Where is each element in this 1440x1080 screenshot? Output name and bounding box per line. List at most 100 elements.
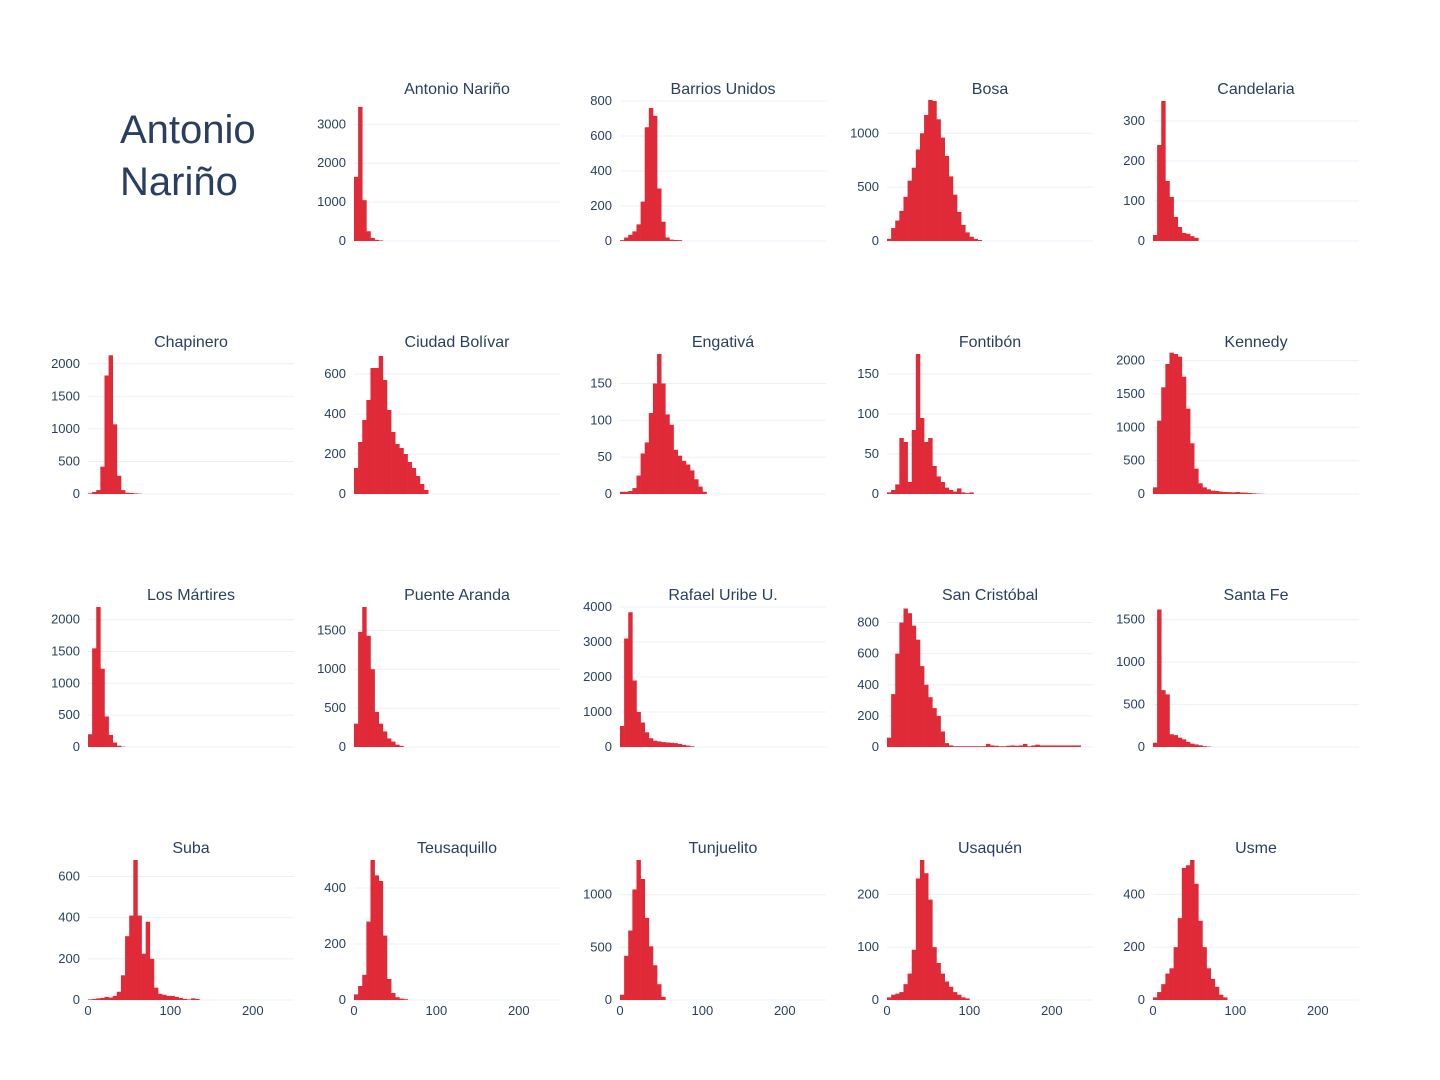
histogram-bar (182, 998, 188, 1000)
histogram-bar (644, 732, 650, 747)
y-tick-label: 0 (872, 486, 879, 501)
histogram-bar (673, 239, 678, 241)
histogram-bar (915, 149, 921, 241)
histogram-bar (952, 992, 958, 1000)
histogram-bar (1185, 865, 1191, 1000)
y-tick-label: 400 (1123, 886, 1145, 901)
histogram-bar (636, 475, 641, 494)
histogram-bar (891, 228, 896, 241)
histogram-bar (903, 196, 908, 241)
y-tick-label: 200 (857, 708, 879, 723)
histogram-bar (1165, 364, 1170, 494)
panel-title: Antonio Nariño (404, 81, 510, 98)
histogram-bar (366, 635, 371, 747)
histogram-bar (195, 998, 200, 1000)
histogram-bar (1051, 745, 1057, 747)
histogram-bar (969, 236, 974, 241)
histogram-bar (1157, 145, 1162, 241)
y-tick-label: 50 (598, 449, 612, 464)
histogram-bar (640, 878, 646, 1000)
histogram-bar (648, 108, 654, 241)
panel-title: Teusaquillo (417, 840, 497, 857)
histogram-bar (1157, 992, 1162, 1000)
histogram-bar (681, 744, 687, 747)
y-tick-label: 400 (590, 163, 612, 178)
y-tick-label: 0 (605, 739, 612, 754)
histogram-bar (628, 234, 633, 241)
histogram-bar (907, 613, 913, 747)
histogram-bar (1027, 746, 1032, 747)
histogram-bar (919, 666, 925, 747)
histogram-bar (1210, 978, 1216, 1000)
histogram-bar (948, 176, 954, 241)
histogram-bar (919, 860, 925, 1000)
histogram-bar (1018, 745, 1024, 747)
histogram-bar (1169, 197, 1174, 241)
histogram-bar (366, 400, 371, 494)
histogram-bar (899, 992, 904, 1000)
histogram-bar (158, 993, 163, 1000)
histogram-bar (957, 488, 962, 494)
histogram-bar (965, 746, 970, 747)
histogram-bar (891, 994, 896, 1000)
histogram-bar (685, 745, 691, 747)
histogram-bar (1157, 609, 1162, 747)
histogram-bar (378, 356, 384, 494)
histogram-bar (899, 210, 904, 241)
histogram-bar (677, 455, 683, 494)
histogram-bar (1214, 986, 1220, 1000)
histogram-bar (374, 239, 380, 241)
y-tick-label: 500 (590, 939, 612, 954)
panel-title: Usme (1235, 840, 1277, 857)
y-tick-label: 800 (857, 615, 879, 630)
histogram-bar (399, 745, 404, 747)
histogram-bar (928, 697, 933, 747)
histogram-bar (104, 716, 109, 747)
y-tick-label: 0 (339, 233, 346, 248)
y-tick-label: 0 (872, 992, 879, 1007)
histogram-bar (952, 746, 958, 747)
histogram-bar (374, 712, 380, 747)
y-tick-label: 0 (73, 739, 80, 754)
histogram-bar (669, 239, 674, 241)
x-tick-label: 100 (1225, 1003, 1247, 1018)
histogram-bar (624, 955, 629, 1000)
histogram-bar (924, 873, 929, 1000)
histogram-bar (624, 638, 629, 747)
histogram-bar (391, 432, 396, 494)
histogram-bar (1072, 745, 1077, 747)
histogram-bar (895, 993, 900, 1000)
histogram-bar (1235, 492, 1240, 494)
histogram-bar (166, 995, 171, 1000)
y-tick-label: 500 (857, 179, 879, 194)
histogram-bar (944, 155, 950, 241)
histogram-bar (178, 997, 184, 1000)
histogram-bar (961, 492, 966, 494)
histogram-bar (648, 738, 654, 747)
histogram-bar (657, 188, 662, 241)
histogram-bar (887, 492, 892, 494)
y-tick-label: 1500 (51, 644, 80, 659)
histogram-bar (924, 684, 929, 747)
histogram-bar (1190, 860, 1195, 1000)
y-tick-label: 1000 (317, 194, 346, 209)
panel-title: Puente Aranda (404, 587, 510, 604)
histogram-bar (378, 240, 384, 241)
histogram-bar (1227, 492, 1232, 494)
histogram-bar (620, 491, 625, 494)
histogram-bar (628, 491, 633, 494)
histogram-bar (162, 994, 167, 1000)
y-tick-label: 100 (857, 406, 879, 421)
y-tick-label: 1000 (317, 661, 346, 676)
histogram-bar (120, 975, 126, 1000)
histogram-bar (186, 999, 192, 1000)
histogram-bar (1194, 468, 1199, 494)
histogram-bar (948, 745, 954, 747)
y-tick-label: 0 (339, 739, 346, 754)
histogram-bar (965, 998, 970, 1000)
histogram-bar (887, 238, 892, 241)
histogram-bar (1043, 745, 1048, 747)
histogram-panel: 0 1000 2000 3000 Antonio Nariño (317, 81, 560, 248)
y-tick-label: 3000 (583, 634, 612, 649)
x-tick-label: 0 (350, 1003, 357, 1018)
